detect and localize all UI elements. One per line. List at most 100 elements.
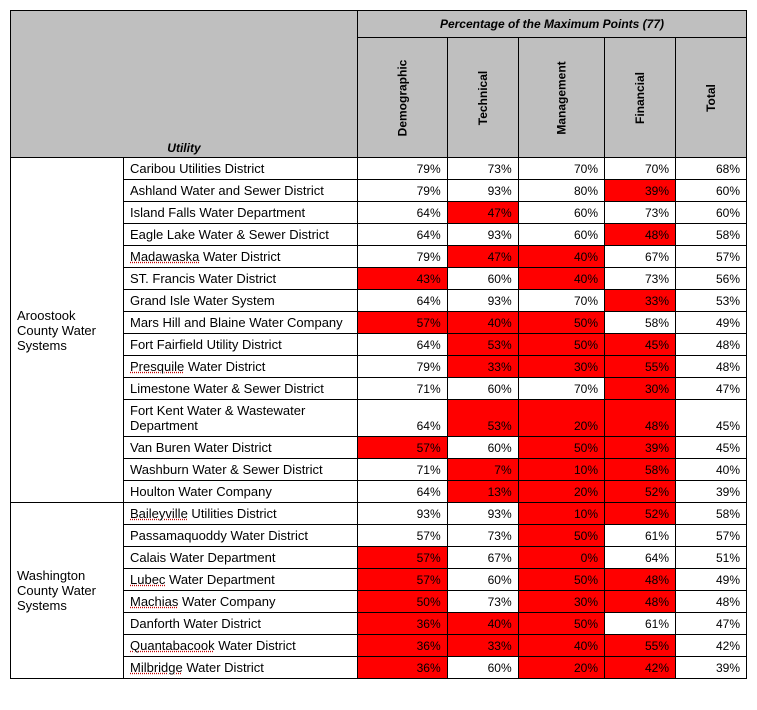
value-cell: 57%	[676, 246, 747, 268]
value-cell: 71%	[357, 459, 447, 481]
value-cell: 33%	[447, 356, 518, 378]
value-cell: 47%	[447, 202, 518, 224]
table-row: Aroostook County Water SystemsCaribou Ut…	[11, 158, 747, 180]
value-cell: 30%	[518, 591, 604, 613]
value-cell: 49%	[676, 312, 747, 334]
value-cell: 45%	[605, 334, 676, 356]
value-cell: 40%	[676, 459, 747, 481]
value-cell: 47%	[447, 246, 518, 268]
utility-name: Island Falls Water Department	[124, 202, 358, 224]
utility-name: Houlton Water Company	[124, 481, 358, 503]
utility-name: Danforth Water District	[124, 613, 358, 635]
value-cell: 79%	[357, 180, 447, 202]
value-cell: 30%	[605, 378, 676, 400]
value-cell: 7%	[447, 459, 518, 481]
value-cell: 47%	[676, 378, 747, 400]
utility-name: Passamaquoddy Water District	[124, 525, 358, 547]
value-cell: 13%	[447, 481, 518, 503]
value-cell: 48%	[605, 400, 676, 437]
value-cell: 73%	[605, 202, 676, 224]
value-cell: 43%	[357, 268, 447, 290]
value-cell: 45%	[676, 437, 747, 459]
utility-name: Limestone Water & Sewer District	[124, 378, 358, 400]
value-cell: 64%	[357, 290, 447, 312]
value-cell: 61%	[605, 525, 676, 547]
value-cell: 36%	[357, 657, 447, 679]
utility-name: Washburn Water & Sewer District	[124, 459, 358, 481]
utility-name: Eagle Lake Water & Sewer District	[124, 224, 358, 246]
value-cell: 93%	[357, 503, 447, 525]
value-cell: 60%	[447, 657, 518, 679]
value-cell: 42%	[605, 657, 676, 679]
value-cell: 40%	[447, 613, 518, 635]
value-cell: 40%	[518, 635, 604, 657]
value-cell: 73%	[605, 268, 676, 290]
value-cell: 57%	[357, 569, 447, 591]
column-header-financial: Financial	[605, 38, 676, 158]
utility-name: Fort Kent Water & Wastewater Department	[124, 400, 358, 437]
value-cell: 52%	[605, 503, 676, 525]
value-cell: 70%	[605, 158, 676, 180]
value-cell: 10%	[518, 503, 604, 525]
value-cell: 93%	[447, 180, 518, 202]
value-cell: 58%	[605, 312, 676, 334]
value-cell: 57%	[357, 312, 447, 334]
value-cell: 53%	[676, 290, 747, 312]
value-cell: 93%	[447, 224, 518, 246]
value-cell: 80%	[518, 180, 604, 202]
value-cell: 70%	[518, 290, 604, 312]
value-cell: 51%	[676, 547, 747, 569]
value-cell: 33%	[605, 290, 676, 312]
value-cell: 61%	[605, 613, 676, 635]
table-row: Washington County Water SystemsBaileyvil…	[11, 503, 747, 525]
value-cell: 30%	[518, 356, 604, 378]
value-cell: 60%	[518, 202, 604, 224]
value-cell: 64%	[357, 400, 447, 437]
value-cell: 36%	[357, 635, 447, 657]
value-cell: 55%	[605, 356, 676, 378]
value-cell: 50%	[518, 613, 604, 635]
value-cell: 50%	[518, 525, 604, 547]
value-cell: 64%	[357, 481, 447, 503]
value-cell: 40%	[518, 268, 604, 290]
value-cell: 73%	[447, 591, 518, 613]
utility-name: Caribou Utilities District	[124, 158, 358, 180]
value-cell: 93%	[447, 290, 518, 312]
value-cell: 20%	[518, 481, 604, 503]
value-cell: 42%	[676, 635, 747, 657]
utility-header: Utility	[11, 11, 358, 158]
value-cell: 60%	[447, 268, 518, 290]
value-cell: 48%	[605, 569, 676, 591]
value-cell: 39%	[676, 481, 747, 503]
value-cell: 49%	[676, 569, 747, 591]
value-cell: 57%	[357, 525, 447, 547]
value-cell: 53%	[447, 334, 518, 356]
value-cell: 50%	[518, 334, 604, 356]
group-label: Aroostook County Water Systems	[11, 158, 124, 503]
value-cell: 57%	[676, 525, 747, 547]
utility-name: Madawaska Water District	[124, 246, 358, 268]
column-header-management: Management	[518, 38, 604, 158]
value-cell: 60%	[447, 378, 518, 400]
value-cell: 93%	[447, 503, 518, 525]
value-cell: 67%	[447, 547, 518, 569]
value-cell: 64%	[357, 224, 447, 246]
value-cell: 57%	[357, 437, 447, 459]
water-systems-table: Utility Percentage of the Maximum Points…	[10, 10, 747, 679]
utility-name: Lubec Water Department	[124, 569, 358, 591]
value-cell: 50%	[518, 437, 604, 459]
value-cell: 58%	[605, 459, 676, 481]
utility-name: Milbridge Water District	[124, 657, 358, 679]
value-cell: 67%	[605, 246, 676, 268]
utility-name: Fort Fairfield Utility District	[124, 334, 358, 356]
top-title-header: Percentage of the Maximum Points (77)	[357, 11, 746, 38]
column-header-total: Total	[676, 38, 747, 158]
value-cell: 64%	[357, 202, 447, 224]
value-cell: 50%	[518, 569, 604, 591]
value-cell: 56%	[676, 268, 747, 290]
utility-name: Grand Isle Water System	[124, 290, 358, 312]
value-cell: 50%	[357, 591, 447, 613]
utility-name: Quantabacook Water District	[124, 635, 358, 657]
utility-name: ST. Francis Water District	[124, 268, 358, 290]
value-cell: 73%	[447, 158, 518, 180]
